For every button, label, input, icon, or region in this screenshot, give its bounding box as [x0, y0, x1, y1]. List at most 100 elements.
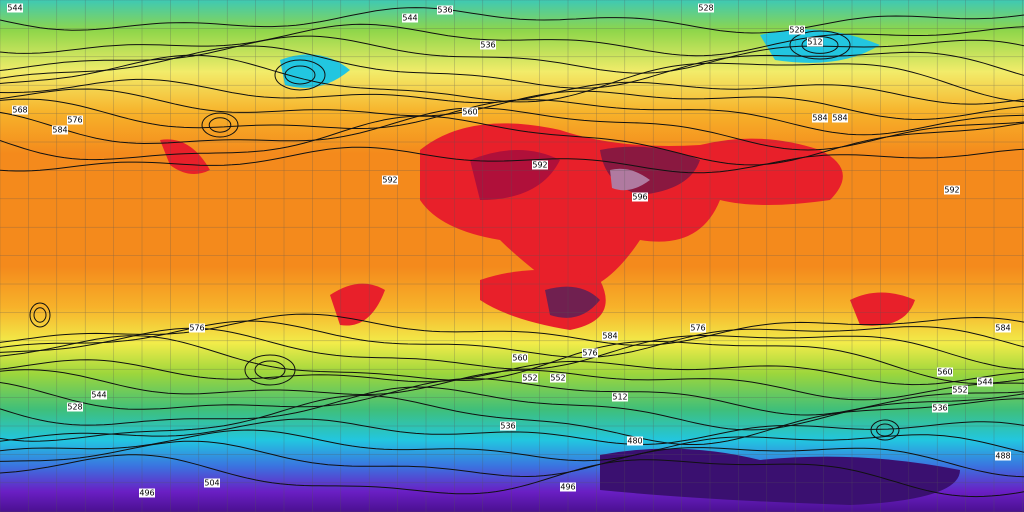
- contour-label: 560: [462, 108, 477, 117]
- label-box: [627, 436, 643, 446]
- contour-line: [0, 395, 1024, 445]
- label-box: [952, 385, 968, 395]
- label-box: [789, 25, 805, 35]
- contour-label: 544: [977, 378, 992, 387]
- contour-line: [0, 7, 1024, 34]
- contour-label: 512: [807, 38, 822, 47]
- label-box: [612, 392, 628, 402]
- label-box: [67, 115, 83, 125]
- label-box: [977, 377, 993, 387]
- label-box: [550, 373, 566, 383]
- label-box: [12, 105, 28, 115]
- contour-closed: [284, 65, 316, 85]
- height-contours: [0, 7, 1024, 498]
- contour-closed: [244, 354, 296, 386]
- contour-label: 584: [602, 332, 617, 341]
- contour-label: 504: [204, 479, 219, 488]
- contour-line: [0, 454, 1024, 498]
- label-box: [382, 175, 398, 185]
- label-box: [52, 125, 68, 135]
- contour-label: 536: [437, 6, 452, 15]
- label-box: [690, 323, 706, 333]
- contour-line: [0, 45, 1024, 89]
- label-box: [812, 113, 828, 123]
- label-box: [582, 348, 598, 358]
- label-box: [437, 5, 453, 15]
- contour-label: 592: [382, 176, 397, 185]
- contour-label: 592: [944, 186, 959, 195]
- label-box: [462, 107, 478, 117]
- label-box: [204, 478, 220, 488]
- label-box: [807, 37, 823, 47]
- label-box: [995, 323, 1011, 333]
- contour-label: 496: [560, 483, 575, 492]
- heat-areas: [160, 29, 960, 505]
- label-box: [500, 421, 516, 431]
- contour-line: [0, 369, 1024, 401]
- contour-label: 512: [612, 393, 627, 402]
- contour-labels: 544 536 5285445365285125685845765605845925…: [7, 3, 1011, 498]
- contour-closed: [201, 112, 239, 138]
- contour-line: [0, 320, 1024, 358]
- contour-label: 544: [91, 391, 106, 400]
- label-box: [522, 373, 538, 383]
- contour-closed: [274, 59, 326, 91]
- contour-label: 496: [139, 489, 154, 498]
- contour-label: 552: [522, 374, 537, 383]
- contour-label: 528: [67, 403, 82, 412]
- label-box: [7, 3, 23, 13]
- contour-label: 596: [632, 193, 647, 202]
- contour-line: [0, 418, 1024, 445]
- contour-line: [0, 23, 1024, 57]
- contour-line: [0, 146, 1024, 174]
- contour-closed: [789, 30, 851, 60]
- contour-line: [0, 107, 1024, 151]
- label-box: [480, 40, 496, 50]
- label-box: [402, 13, 418, 23]
- contour-label: 552: [550, 374, 565, 383]
- contour-closed: [870, 419, 900, 441]
- contour-label: 544: [402, 14, 417, 23]
- contour-label: 584: [832, 114, 847, 123]
- label-box: [995, 451, 1011, 461]
- contour-line: [0, 98, 1024, 136]
- contour-line: [0, 115, 1024, 166]
- contour-line: [0, 429, 1024, 462]
- contour-label: 544: [7, 4, 22, 13]
- contour-label: 576: [67, 116, 82, 125]
- contour-label: 584: [812, 114, 827, 123]
- contour-label: 536: [932, 404, 947, 413]
- label-box: [602, 331, 618, 341]
- contour-label: 560: [512, 354, 527, 363]
- contour-label: 536: [480, 41, 495, 50]
- label-box: [932, 403, 948, 413]
- contour-label: 584: [995, 324, 1010, 333]
- contour-closed: [876, 423, 894, 437]
- contour-line: [0, 54, 1024, 103]
- label-box: [139, 488, 155, 498]
- contour-closed: [801, 36, 839, 54]
- contour-closed: [33, 307, 47, 323]
- contour-label: 568: [12, 106, 27, 115]
- contour-label: 584: [52, 126, 67, 135]
- label-box: [560, 482, 576, 492]
- label-box: [832, 113, 848, 123]
- contour-label: 528: [789, 26, 804, 35]
- contour-label: 576: [189, 324, 204, 333]
- contour-line: [0, 359, 1024, 386]
- contour-closed: [29, 302, 51, 328]
- contour-line: [0, 313, 1024, 346]
- label-box: [67, 402, 83, 412]
- label-box: [944, 185, 960, 195]
- contour-label: 576: [690, 324, 705, 333]
- label-box: [632, 192, 648, 202]
- contour-line: [0, 440, 1024, 478]
- contour-line: [0, 88, 1024, 121]
- contour-closed: [208, 117, 232, 133]
- contour-label: 480: [627, 437, 642, 446]
- contour-label: 536: [500, 422, 515, 431]
- contour-label: 592: [532, 161, 547, 170]
